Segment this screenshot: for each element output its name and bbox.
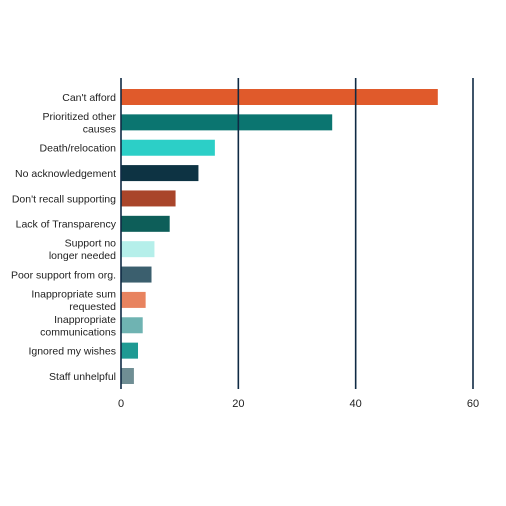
category-label-line: Poor support from org. [11, 269, 116, 281]
bar-1 [121, 114, 333, 131]
bar-5 [121, 215, 170, 232]
x-axis-ticks: 0 20 40 60 [118, 398, 479, 410]
bar-7 [121, 266, 152, 283]
category-label-4: Don't recall supporting [12, 193, 116, 205]
bar-6 [121, 241, 155, 258]
category-label-line: Death/relocation [40, 143, 117, 155]
category-label-line: requested [69, 301, 116, 313]
bar-4 [121, 190, 176, 207]
category-label-11: Staff unhelpful [49, 371, 116, 383]
bar-10 [121, 342, 139, 359]
bar-11 [121, 368, 134, 384]
bar-9 [121, 317, 143, 334]
grid-group [120, 78, 474, 389]
category-label-9: Inappropriate communications [40, 314, 116, 339]
category-label-line: Inappropriate [54, 314, 116, 326]
category-label-1: Prioritized other causes [42, 111, 116, 136]
category-label-line: longer needed [49, 250, 116, 262]
category-label-0: Can't afford [62, 92, 116, 104]
category-label-line: Prioritized other [42, 111, 116, 123]
bar-3 [121, 165, 199, 182]
bar-0 [121, 89, 438, 105]
category-label-2: Death/relocation [40, 143, 117, 155]
x-tick-label-3: 60 [467, 398, 479, 410]
x-tick-label-2: 40 [350, 398, 362, 410]
category-label-10: Ignored my wishes [28, 345, 116, 357]
category-label-line: communications [40, 326, 116, 338]
category-label-line: Ignored my wishes [28, 345, 116, 357]
category-label-line: Can't afford [62, 92, 116, 104]
category-label-5: Lack of Transparency [16, 219, 117, 231]
bars-group [121, 89, 438, 384]
category-label-6: Support no longer needed [49, 238, 116, 263]
category-label-line: Staff unhelpful [49, 371, 116, 383]
category-label-7: Poor support from org. [11, 269, 116, 281]
category-label-3: No acknowledgement [15, 168, 116, 180]
category-label-line: Support no [65, 238, 117, 250]
category-label-line: No acknowledgement [15, 168, 116, 180]
bar-2 [121, 139, 215, 156]
category-label-8: Inappropriate sum requested [31, 288, 116, 313]
category-label-line: Inappropriate sum [31, 288, 116, 300]
category-labels: Can't afford Prioritized other causes Death… [11, 92, 117, 383]
bar-8 [121, 291, 146, 308]
category-label-line: Don't recall supporting [12, 193, 116, 205]
category-label-line: causes [83, 123, 116, 135]
category-label-line: Lack of Transparency [16, 219, 117, 231]
x-tick-label-1: 20 [232, 398, 244, 410]
x-tick-label-0: 0 [118, 398, 124, 410]
